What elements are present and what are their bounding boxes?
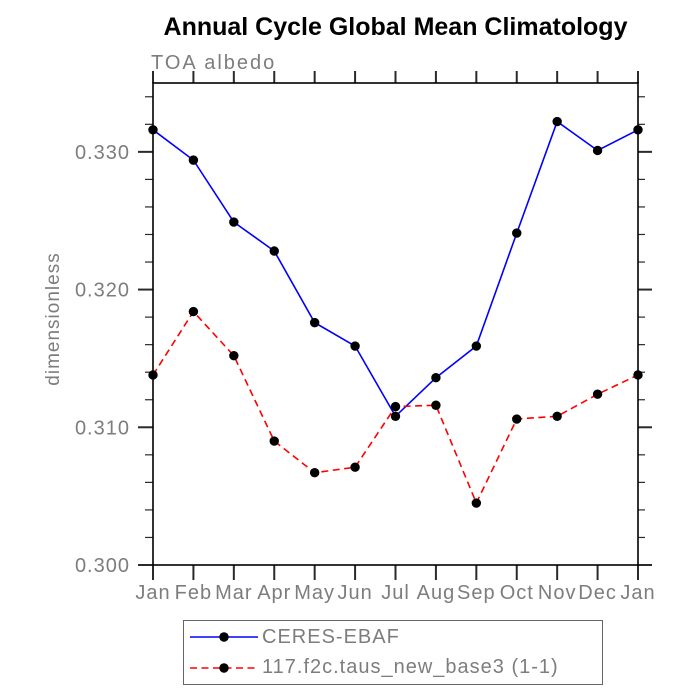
legend-dashed-line-icon	[190, 662, 258, 673]
x-axis-tick-label: Jan	[620, 582, 655, 604]
x-axis-tick-label: Nov	[538, 582, 577, 604]
y-axis-label: dimensionless	[43, 252, 64, 386]
data-point-marker	[592, 145, 603, 156]
x-axis-tick-label: Dec	[578, 582, 617, 604]
data-point-marker	[269, 246, 279, 256]
data-point-marker	[633, 370, 643, 380]
data-point-marker	[229, 350, 239, 361]
legend-entry-model: 117.f2c.taus_new_base3 (1-1)	[184, 654, 602, 682]
legend-label-ceres-ebaf: CERES-EBAF	[262, 625, 400, 648]
data-point-marker	[350, 462, 360, 472]
data-point-marker	[148, 370, 158, 380]
data-point-marker	[431, 400, 441, 410]
data-point-marker	[188, 306, 199, 317]
axes-frame	[152, 82, 639, 566]
data-point-marker	[350, 341, 360, 351]
x-axis-tick-label: Aug	[417, 582, 456, 604]
legend: CERES-EBAF 117.f2c.taus_new_base3 (1-1)	[183, 620, 603, 685]
data-point-marker	[471, 341, 482, 351]
x-axis-tick-label: Jan	[135, 582, 170, 604]
x-axis-tick-label: Mar	[215, 582, 252, 604]
axis-ticks	[138, 71, 652, 580]
data-point-marker	[309, 468, 320, 478]
y-axis-tick-label: 0.300	[75, 555, 130, 577]
data-point-marker	[512, 414, 522, 424]
x-axis-tick-label: Feb	[175, 582, 212, 604]
x-axis-tick-label: Jul	[381, 582, 410, 604]
legend-solid-line-icon	[190, 632, 258, 643]
x-axis-tick-label: Sep	[457, 582, 496, 604]
x-axis-tick-label: Jun	[337, 582, 372, 604]
data-series	[148, 116, 643, 508]
x-axis-tick-label: Apr	[257, 582, 291, 604]
data-point-marker	[471, 498, 482, 508]
data-point-marker	[633, 125, 643, 135]
chart-title: Annual Cycle Global Mean Climatology	[163, 13, 628, 41]
axes-frame-rect	[152, 82, 639, 566]
data-point-marker	[592, 389, 603, 399]
x-axis-tick-label: May	[294, 582, 335, 604]
legend-label-model: 117.f2c.taus_new_base3 (1-1)	[262, 656, 559, 679]
data-point-marker	[431, 373, 441, 383]
x-axis-tick-label: Oct	[500, 582, 534, 604]
data-point-marker	[552, 116, 562, 127]
y-axis-tick-label: 0.310	[75, 417, 130, 439]
data-point-marker	[309, 317, 320, 328]
legend-entry-ceres-ebaf: CERES-EBAF	[184, 623, 602, 651]
data-point-marker	[148, 125, 158, 135]
series-line-0	[152, 120, 639, 418]
data-point-marker	[269, 436, 279, 446]
data-point-marker	[188, 155, 199, 165]
chart-subtitle: TOA albedo	[151, 52, 277, 74]
data-point-marker	[229, 217, 239, 227]
y-axis-tick-label: 0.330	[75, 142, 130, 164]
axis-tick-labels: Jan Feb Mar Apr May Jun Jul Aug Sep Oct Nov Dec Jan0…	[75, 142, 655, 604]
data-point-marker	[512, 228, 522, 238]
y-axis-tick-label: 0.320	[75, 280, 130, 302]
data-point-marker	[390, 411, 401, 421]
data-point-marker	[390, 401, 401, 412]
data-point-marker	[552, 411, 562, 421]
